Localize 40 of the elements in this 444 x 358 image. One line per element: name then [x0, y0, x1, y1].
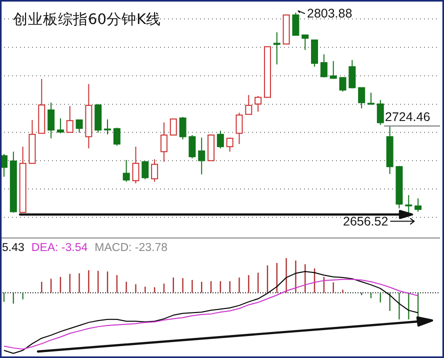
candlestick [132, 146, 140, 184]
candlestick [188, 134, 196, 159]
candlestick [339, 76, 346, 92]
candlestick [311, 40, 318, 68]
candlestick [245, 94, 252, 115]
candlestick [348, 60, 356, 89]
candlestick [320, 54, 328, 78]
chart-title: 创业板综指60分钟K线 [13, 11, 161, 28]
candlestick [254, 95, 262, 112]
candlestick [414, 198, 422, 212]
candlestick [216, 130, 224, 149]
candlestick [179, 116, 186, 140]
candlestick [170, 118, 177, 136]
candlestick [273, 32, 280, 65]
candlestick [236, 112, 243, 145]
candlestick [113, 127, 120, 146]
candlestick [66, 106, 74, 133]
candlestick [0, 153, 8, 178]
candlestick [122, 159, 130, 182]
candlestick [302, 34, 309, 50]
series-label: MACD: -23.78 [94, 242, 168, 254]
candlestick [358, 87, 366, 109]
candlestick [160, 122, 168, 162]
candlestick [226, 137, 234, 152]
candlestick [376, 100, 384, 126]
text: 2656.52 [343, 214, 388, 228]
annotation: 2803.88 [307, 6, 352, 21]
candlestick [142, 160, 149, 180]
text: 5.43 [2, 242, 24, 254]
text: DEA: -3.54 [31, 242, 88, 254]
candlestick [151, 158, 158, 182]
candlestick [104, 118, 112, 135]
candlestick [405, 194, 412, 214]
candlestick [330, 60, 337, 80]
candlestick [198, 137, 206, 175]
candlestick [292, 12, 300, 36]
annotation: 2724.46 [385, 110, 430, 124]
candlestick [56, 118, 64, 134]
candlestick [76, 119, 83, 134]
candlestick [48, 102, 55, 139]
